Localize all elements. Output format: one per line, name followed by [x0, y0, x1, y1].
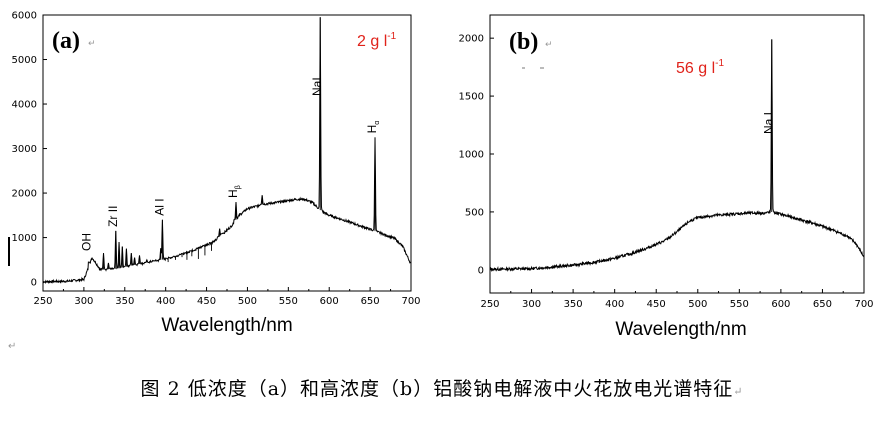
panel-b-xtick-label: 500	[688, 299, 707, 310]
panel-a-xtick-label: 450	[197, 296, 216, 307]
panel-a-ytick-label: 5000	[12, 55, 37, 66]
panel-b-ytick-label: 1500	[459, 92, 484, 103]
panel-a-xtick-label: 600	[320, 296, 339, 307]
panel-b-ytick-label: 0	[478, 265, 484, 276]
paragraph-mark: ↵	[8, 341, 17, 352]
panel-a-xtick-label: 650	[361, 296, 380, 307]
panel-b-para-mark: ↵	[545, 40, 553, 50]
panel-b-xtick-label: 300	[522, 299, 541, 310]
panel-a-spectrum-line	[42, 17, 412, 285]
figure-caption: 图 2 低浓度（a）和高浓度（b）铝酸钠电解液中火花放电光谱特征↵	[0, 374, 884, 401]
panel-a-xlabel: Wavelength/nm	[161, 315, 292, 336]
panel-b-plot-frame	[489, 14, 865, 294]
panel-b-ytick-label: 2000	[459, 34, 484, 45]
panel-a-label: (a)	[52, 28, 80, 54]
panel-a-concentration: 2 g l-1	[357, 31, 397, 50]
panel-a-peak-annotation: Zr II	[106, 206, 120, 227]
panel-b-xtick-label: 550	[730, 299, 749, 310]
panel-a-peak-annotation: Al I	[152, 198, 166, 215]
panel-b-ytick-label: 1000	[459, 150, 484, 161]
panel-a-ytick-label: 4000	[12, 100, 37, 111]
panel-a-peak-annotation: Hα	[365, 121, 381, 134]
panel-b-xtick-label: 650	[813, 299, 832, 310]
panel-b-xtick-label: 350	[564, 299, 583, 310]
panel-a-xtick-label: 300	[74, 296, 93, 307]
panel-b-spectrum-line	[489, 39, 865, 273]
panel-b-xtick-label: 700	[854, 299, 873, 310]
caption-para-mark: ↵	[733, 385, 744, 398]
panel-b-xtick-label: 400	[605, 299, 624, 310]
panel-a-chart: 250 300 350 400 450 500 550 600 650 700 0 1000 2000 3…	[8, 11, 421, 336]
panel-a-ytick-label: 2000	[12, 189, 37, 200]
panel-a-xtick-label: 250	[33, 296, 52, 307]
panel-a-xtick-label: 550	[279, 296, 298, 307]
caption-text: 图 2 低浓度（a）和高浓度（b）铝酸钠电解液中火花放电光谱特征	[140, 378, 734, 400]
panel-a-xtick-label: 350	[115, 296, 134, 307]
panel-a-ytick-label: 1000	[12, 233, 37, 244]
panel-a-xtick-label: 700	[401, 296, 420, 307]
panel-a-ytick-label: 3000	[12, 144, 37, 155]
panel-b-xlabel: Wavelength/nm	[615, 319, 746, 340]
panel-a-peak-annotation: NaI	[310, 77, 324, 96]
panel-a-para-mark: ↵	[88, 39, 96, 49]
panel-b-xtick-label: 250	[480, 299, 499, 310]
panel-a-plot-frame	[42, 14, 412, 292]
panel-b-xtick-label: 450	[647, 299, 666, 310]
panel-a-xtick-label: 400	[156, 296, 175, 307]
panel-b-ytick-label: 500	[465, 207, 484, 218]
panel-b-xtick-label: 600	[771, 299, 790, 310]
panel-a-ytick-label: 6000	[12, 11, 37, 22]
panel-b-peak-annotation: Na I	[762, 112, 776, 134]
panel-b-chart: 250 300 350 400 450 500 550 600 650 700 0 500 1000 15…	[459, 14, 874, 340]
panel-a-xtick-label: 500	[238, 296, 257, 307]
panel-a-peak-annotation: Hβ	[226, 185, 242, 198]
panel-a-peak-annotation: OH	[80, 233, 94, 251]
panel-b-concentration: 56 g l-1	[676, 58, 724, 77]
panel-a-ytick-label: 0	[31, 278, 37, 289]
panel-b-label: (b)	[509, 29, 538, 55]
